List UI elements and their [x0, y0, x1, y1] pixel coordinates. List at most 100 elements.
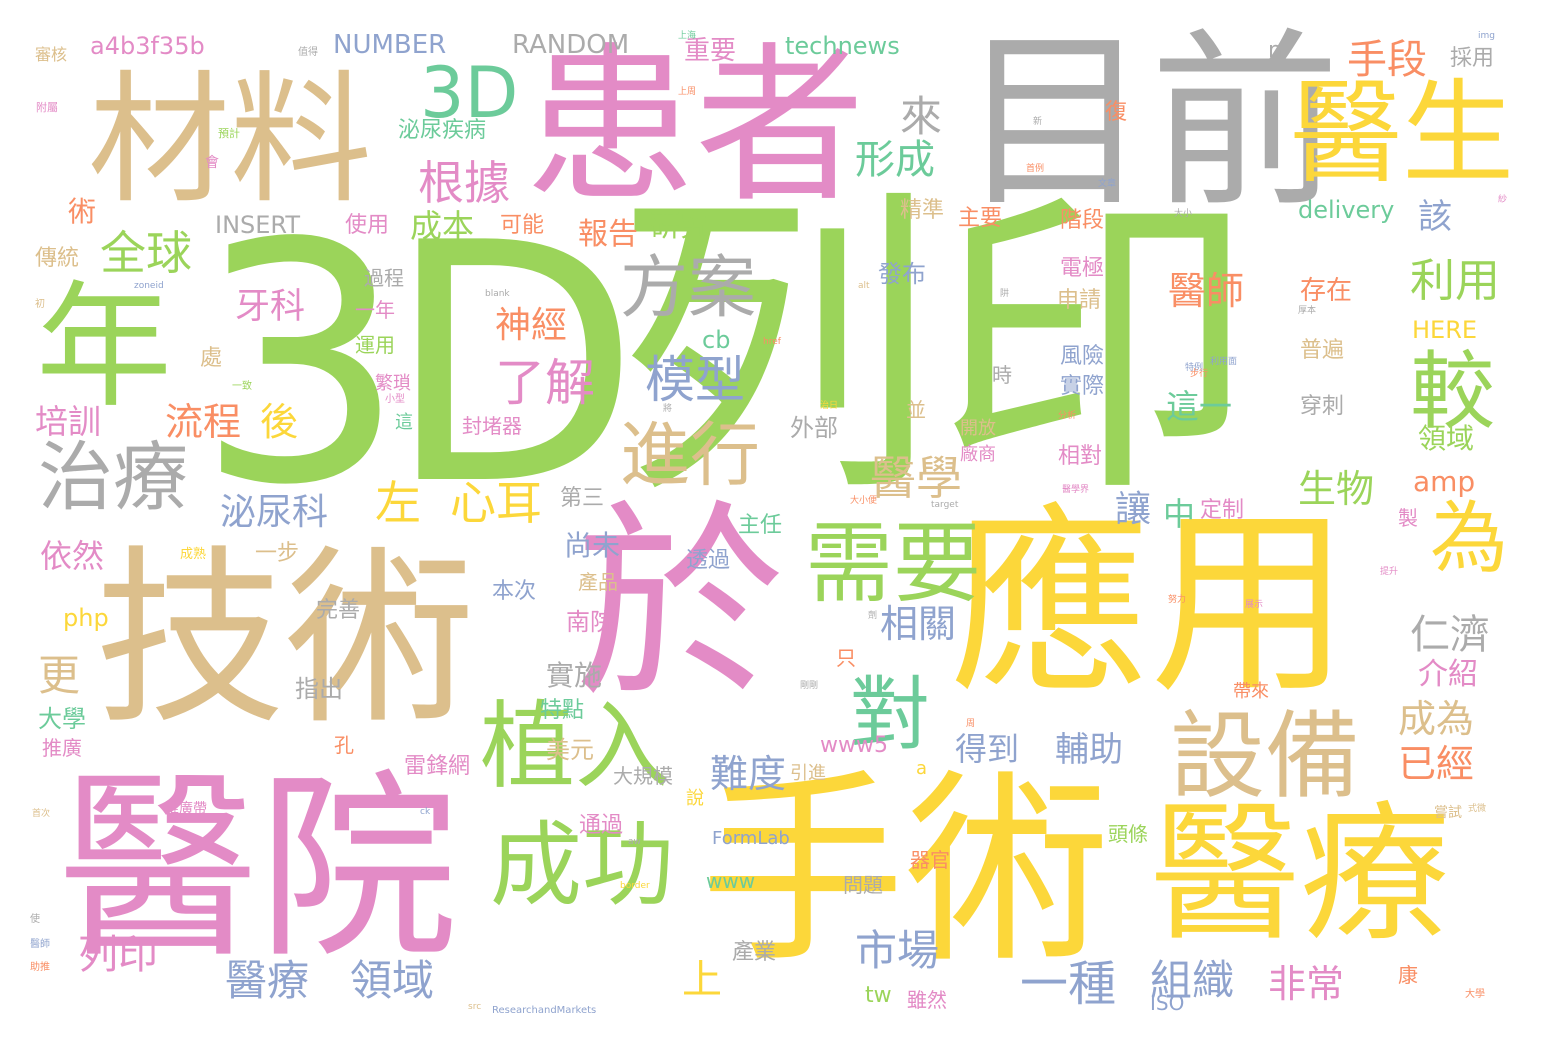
word: 大規模 — [613, 764, 673, 788]
word: 讓 — [1115, 489, 1152, 530]
word: 初 — [35, 299, 45, 310]
word: 泌尿科 — [220, 492, 329, 533]
word: 文章 — [1098, 179, 1117, 189]
word: 努力 — [1168, 595, 1187, 605]
word: 實際 — [1060, 374, 1105, 399]
word: 時 — [992, 363, 1012, 387]
word: 一年 — [355, 298, 395, 322]
word: 問題 — [843, 873, 883, 897]
word: 於 — [575, 482, 786, 727]
word: 形成 — [855, 137, 935, 183]
word: 首例 — [1026, 164, 1045, 174]
word: 式微 — [1468, 804, 1487, 814]
word: 申請 — [1057, 288, 1102, 313]
word: 來 — [900, 92, 943, 141]
word: 進行 — [620, 414, 760, 496]
word: 應用 — [950, 488, 1351, 721]
word: FormLab — [712, 828, 790, 849]
word: 採用 — [1450, 46, 1495, 71]
word: 過程 — [364, 266, 404, 290]
word: border — [620, 881, 650, 891]
word: 對 — [850, 668, 930, 761]
word: 只 — [836, 646, 856, 670]
word: 材料 — [88, 58, 372, 223]
word: 特例 — [1185, 363, 1204, 373]
word: img — [1478, 31, 1495, 41]
word: 美元 — [546, 736, 594, 764]
word: www5 — [820, 733, 888, 758]
word: 泌尿疾病 — [398, 118, 487, 143]
word: 醫生 — [1290, 69, 1514, 199]
word: 難度 — [710, 752, 787, 796]
word: ck — [420, 807, 431, 817]
word: 電極 — [1060, 256, 1105, 281]
word: 帶來 — [1233, 681, 1269, 702]
word: 特點 — [540, 698, 585, 723]
word: NUMBER — [333, 30, 447, 60]
word: 全球 — [100, 226, 192, 280]
word: 紗 — [1498, 195, 1508, 205]
word: blank — [485, 289, 510, 299]
word: 發布 — [878, 260, 926, 288]
word: 透過 — [686, 548, 731, 573]
word: 治療 — [38, 433, 189, 521]
word: 領域 — [350, 956, 435, 1005]
word: 剛剛 — [800, 681, 819, 691]
word: 醫學 — [870, 451, 962, 505]
word: 組織 — [1150, 956, 1235, 1005]
word: 定制 — [1200, 498, 1245, 523]
word: 設備 — [1170, 702, 1361, 812]
word: 繁瑣 — [375, 373, 411, 394]
word: 外部 — [790, 414, 838, 442]
word: 輔助 — [1055, 730, 1123, 770]
word: a — [916, 758, 928, 779]
word: 流程 — [165, 400, 242, 444]
word: 3D — [196, 173, 640, 557]
word: 南院 — [566, 608, 614, 636]
word: 上海 — [678, 31, 697, 41]
word: 利用 — [1410, 254, 1501, 307]
word: ISO — [1150, 991, 1185, 1015]
word: 風險 — [1060, 344, 1105, 369]
word: 主任 — [738, 513, 783, 538]
word: 心耳 — [450, 476, 542, 530]
word: 方案 — [620, 249, 757, 328]
word: 說 — [686, 788, 704, 809]
word: 器官 — [910, 848, 950, 872]
word: 小型 — [385, 394, 405, 405]
word: 牙科 — [235, 287, 306, 327]
word: 傳統 — [35, 246, 80, 271]
word: 仁濟 — [1410, 612, 1490, 658]
word: 研究 — [650, 209, 710, 244]
word: 劑 — [868, 611, 878, 621]
word: 一步 — [255, 541, 300, 566]
word: 阱 — [1000, 289, 1010, 299]
word: RANDOM — [512, 30, 630, 60]
word: HERE — [1412, 316, 1478, 344]
word: 中 — [1163, 495, 1196, 533]
word: www — [706, 869, 756, 893]
word: 醫療 — [225, 956, 310, 1005]
word: 為 — [1430, 494, 1509, 584]
word: 得到 — [955, 730, 1020, 768]
word: 引進 — [790, 763, 826, 784]
word: 了解 — [495, 354, 595, 412]
word: 術 — [68, 195, 97, 228]
word: 醫學界 — [1062, 485, 1090, 495]
word: 完善 — [316, 598, 361, 623]
word: 使用 — [345, 213, 390, 238]
word: 依然 — [40, 537, 105, 575]
word: 一種 — [1020, 956, 1117, 1012]
word: 報告 — [578, 217, 638, 252]
word: 新 — [1033, 117, 1043, 127]
word: 治日 — [820, 401, 839, 411]
word: 審核 — [35, 45, 68, 64]
word: 這一 — [1166, 387, 1232, 426]
word: 模型 — [645, 351, 745, 409]
word: 神經 — [495, 305, 568, 346]
word: 醫療 — [1150, 788, 1451, 962]
word: a4b3f35b — [90, 32, 205, 60]
word: 年 — [36, 269, 172, 427]
word: 展示 — [1245, 600, 1264, 610]
